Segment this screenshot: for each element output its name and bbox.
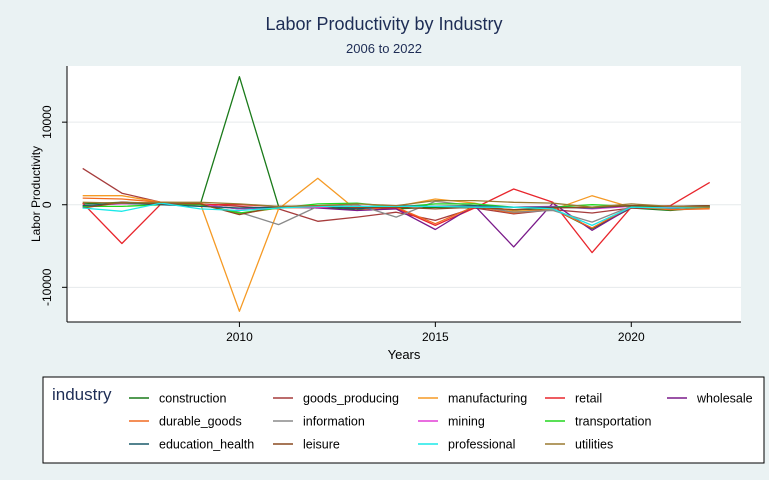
legend-entries: construction goods_producing manufacturing… <box>129 392 753 452</box>
series-line-professional <box>82 202 710 227</box>
axis-ticks: 2010 2015 2020 -10000 0 10000 <box>40 105 645 344</box>
y-tick-label: 0 <box>40 201 54 208</box>
legend <box>42 376 765 464</box>
legend-label-retail: retail <box>575 392 602 406</box>
legend-label-goods-producing: goods_producing <box>303 392 399 406</box>
legend-label-transportation: transportation <box>575 415 651 429</box>
chart-subtitle: 2006 to 2022 <box>346 41 422 56</box>
legend-label-information: information <box>303 415 365 429</box>
y-axis-label: Labor Productivity <box>29 146 43 242</box>
legend-label-construction: construction <box>159 392 226 406</box>
legend-title: industry <box>52 385 112 404</box>
legend-label-wholesale: wholesale <box>696 392 753 406</box>
chart-title: Labor Productivity by Industry <box>265 14 502 34</box>
plot-area <box>67 66 741 322</box>
legend-label-leisure: leisure <box>303 438 340 452</box>
series-line-utilities <box>82 199 710 208</box>
y-tick-label: -10000 <box>40 268 54 306</box>
legend-label-manufacturing: manufacturing <box>448 392 527 406</box>
series-lines <box>82 76 711 312</box>
legend-label-education-health: education_health <box>159 438 254 452</box>
x-tick-label: 2010 <box>226 330 253 344</box>
x-tick-label: 2020 <box>618 330 645 344</box>
legend-label-mining: mining <box>448 415 485 429</box>
legend-label-professional: professional <box>448 438 515 452</box>
legend-label-durable-goods: durable_goods <box>159 415 242 429</box>
x-axis-label: Years <box>388 347 421 362</box>
x-tick-label: 2015 <box>422 330 449 344</box>
legend-label-utilities: utilities <box>575 438 613 452</box>
y-tick-label: 10000 <box>40 105 54 139</box>
